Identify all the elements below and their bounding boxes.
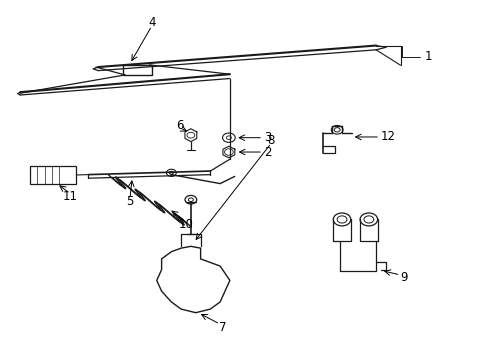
Text: 6: 6 — [176, 119, 183, 132]
Text: 9: 9 — [400, 271, 407, 284]
Text: 10: 10 — [178, 218, 193, 231]
Text: 4: 4 — [148, 16, 155, 29]
Text: 1: 1 — [424, 50, 431, 63]
Text: 8: 8 — [267, 134, 274, 147]
Text: 7: 7 — [218, 320, 226, 333]
Text: 5: 5 — [126, 195, 133, 208]
Text: 3: 3 — [264, 131, 271, 144]
Text: 12: 12 — [380, 130, 395, 144]
Text: 2: 2 — [264, 145, 271, 158]
Text: 11: 11 — [63, 190, 78, 203]
